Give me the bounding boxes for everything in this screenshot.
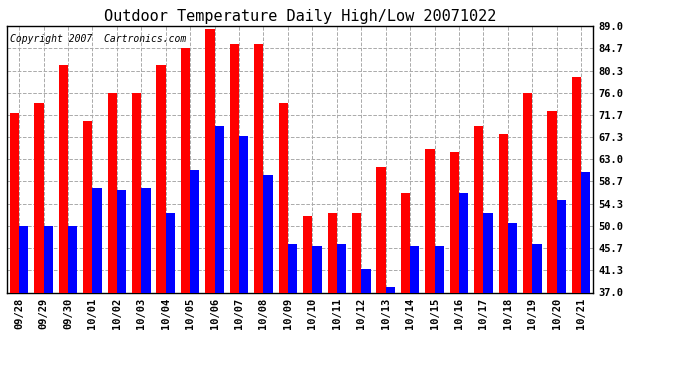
Bar	[450, 152, 459, 292]
Bar	[92, 188, 101, 292]
Bar	[279, 103, 288, 292]
Bar	[435, 246, 444, 292]
Bar	[157, 64, 166, 292]
Bar	[10, 113, 19, 292]
Bar	[386, 287, 395, 292]
Bar	[352, 213, 362, 292]
Bar	[532, 244, 542, 292]
Bar	[547, 111, 557, 292]
Bar	[43, 226, 53, 292]
Bar	[288, 244, 297, 292]
Bar	[254, 44, 264, 292]
Bar	[581, 172, 591, 292]
Bar	[239, 136, 248, 292]
Bar	[19, 226, 28, 292]
Bar	[337, 244, 346, 292]
Bar	[508, 224, 518, 292]
Bar	[328, 213, 337, 292]
Bar	[206, 29, 215, 292]
Bar	[181, 48, 190, 292]
Bar	[425, 149, 435, 292]
Bar	[484, 213, 493, 292]
Bar	[83, 121, 92, 292]
Bar	[108, 93, 117, 292]
Bar	[557, 200, 566, 292]
Bar	[313, 246, 322, 292]
Bar	[132, 93, 141, 292]
Bar	[34, 103, 43, 292]
Bar	[572, 78, 581, 292]
Bar	[215, 126, 224, 292]
Bar	[523, 93, 532, 292]
Bar	[377, 167, 386, 292]
Bar	[499, 134, 508, 292]
Bar	[117, 190, 126, 292]
Bar	[410, 246, 420, 292]
Bar	[459, 193, 469, 292]
Bar	[230, 44, 239, 292]
Text: Copyright 2007  Cartronics.com: Copyright 2007 Cartronics.com	[10, 34, 186, 44]
Title: Outdoor Temperature Daily High/Low 20071022: Outdoor Temperature Daily High/Low 20071…	[104, 9, 496, 24]
Bar	[303, 216, 313, 292]
Bar	[362, 270, 371, 292]
Bar	[190, 170, 199, 292]
Bar	[264, 175, 273, 292]
Bar	[401, 193, 410, 292]
Bar	[59, 64, 68, 292]
Bar	[474, 126, 484, 292]
Bar	[166, 213, 175, 292]
Bar	[68, 226, 77, 292]
Bar	[141, 188, 150, 292]
